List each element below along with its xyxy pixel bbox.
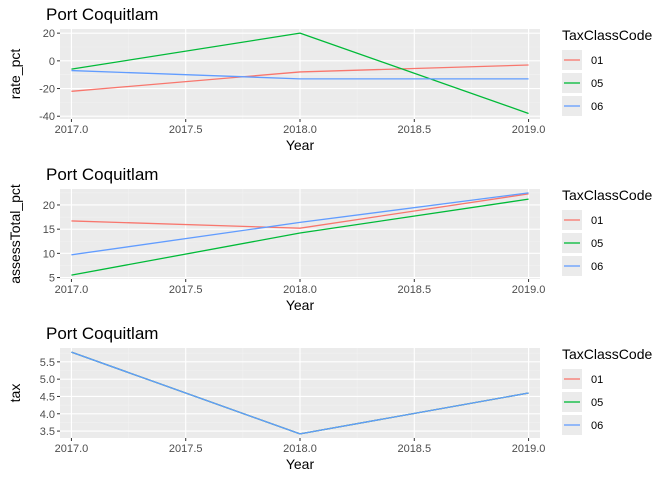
y-tick-label: 15	[43, 224, 55, 236]
y-tick-label: 5	[49, 273, 55, 285]
x-axis-title: Year	[286, 456, 315, 472]
series-line-01	[71, 64, 529, 92]
x-tick-label: 2018.0	[283, 443, 317, 455]
legend-label-01: 01	[591, 215, 603, 227]
legend-label-06: 06	[591, 101, 603, 113]
x-tick-label: 2019.0	[512, 124, 546, 136]
series-lines	[71, 32, 529, 115]
major-gridlines	[60, 348, 540, 438]
y-tick-label: 3.5	[40, 426, 55, 438]
x-tick-label: 2018.5	[397, 124, 431, 136]
chart-2: Port Coquitlam 2017.0 2017.5 2018.0 2018.5 20…	[7, 165, 652, 313]
y-tick-label: -40	[39, 111, 55, 123]
series-lines	[71, 351, 529, 435]
chart-3: Port Coquitlam 2017.0 2017.5 2018.0 2018.5 20…	[7, 324, 652, 472]
legend: TaxClassCode 01 05 06	[562, 187, 652, 276]
x-tick-label: 2019.0	[512, 443, 546, 455]
chart-title: Port Coquitlam	[46, 165, 158, 184]
legend-title: TaxClassCode	[562, 27, 652, 43]
y-tick-label: 4.0	[40, 409, 55, 421]
chart-1: Port Coquitlam 2017.0 2017.5 2018.0 2018.5 20…	[7, 5, 652, 153]
legend-label-05: 05	[591, 78, 603, 90]
legend-title: TaxClassCode	[562, 187, 652, 203]
series-line-06	[71, 351, 529, 435]
y-axis-title: tax	[7, 384, 23, 403]
legend: TaxClassCode 01 05 06	[562, 27, 652, 116]
y-tick-label: 20	[43, 28, 55, 40]
legend-label-06: 06	[591, 261, 603, 273]
chart-title: Port Coquitlam	[46, 324, 158, 343]
legend-label-05: 05	[591, 397, 603, 409]
legend-label-01: 01	[591, 374, 603, 386]
legend-label-01: 01	[591, 55, 603, 67]
y-tick-label: 5.0	[40, 374, 55, 386]
y-tick-label: -20	[39, 84, 55, 96]
x-tick-label: 2018.5	[397, 443, 431, 455]
legend: TaxClassCode 01 05 06	[562, 346, 652, 435]
x-tick-label: 2019.0	[512, 284, 546, 296]
x-tick-label: 2018.0	[283, 284, 317, 296]
x-tick-label: 2018.5	[397, 284, 431, 296]
chart-title: Port Coquitlam	[46, 5, 158, 24]
series-line-05	[71, 32, 529, 115]
y-tick-label: 20	[43, 200, 55, 212]
y-tick-label: 0	[49, 56, 55, 68]
x-axis-title: Year	[286, 297, 315, 313]
series-line-05	[71, 198, 529, 276]
x-tick-label: 2017.5	[169, 284, 203, 296]
major-gridlines	[60, 189, 540, 279]
x-tick-label: 2017.5	[169, 124, 203, 136]
series-line-01	[71, 193, 529, 229]
major-gridlines	[60, 29, 540, 119]
y-axis-title: rate_pct	[7, 49, 23, 100]
series-line-06	[71, 69, 529, 80]
x-axis-title: Year	[286, 137, 315, 153]
legend-label-05: 05	[591, 238, 603, 250]
x-tick-label: 2017.0	[55, 443, 89, 455]
legend-label-06: 06	[591, 420, 603, 432]
x-tick-label: 2017.0	[55, 124, 89, 136]
y-axis-title: assessTotal_pct	[7, 184, 23, 284]
x-tick-label: 2017.0	[55, 284, 89, 296]
x-tick-label: 2017.5	[169, 443, 203, 455]
series-line-06	[71, 192, 529, 256]
series-lines	[71, 192, 529, 276]
y-tick-label: 4.5	[40, 391, 55, 403]
y-tick-label: 5.5	[40, 357, 55, 369]
x-tick-label: 2018.0	[283, 124, 317, 136]
legend-title: TaxClassCode	[562, 346, 652, 362]
y-tick-label: 10	[43, 248, 55, 260]
